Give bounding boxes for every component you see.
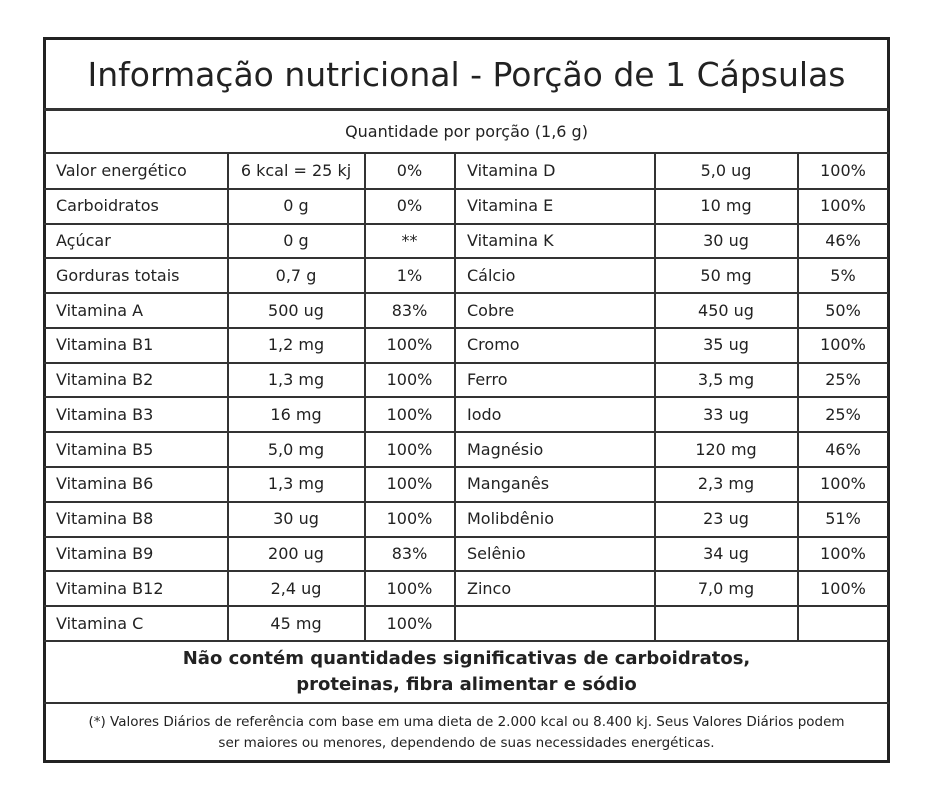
- cell: 100%: [365, 571, 456, 608]
- cell: 100%: [365, 432, 456, 469]
- cell: 5,0 mg: [228, 432, 366, 469]
- cell: 1,3 mg: [228, 362, 366, 399]
- cell: Molibdênio: [455, 501, 656, 538]
- cell: 34 ug: [655, 536, 799, 573]
- empty-cell: [655, 606, 799, 642]
- cell: 25%: [798, 363, 888, 399]
- cell: Vitamina B8: [44, 501, 229, 538]
- title: Informação nutricional - Porção de 1 Cáp…: [44, 40, 889, 111]
- cell: 2,3 mg: [655, 467, 799, 503]
- cell: 10 mg: [655, 188, 799, 225]
- cell: Vitamina D: [455, 154, 656, 190]
- cell: Valor energético: [44, 154, 229, 190]
- cell: Cromo: [455, 327, 656, 364]
- cell: 100%: [365, 327, 456, 364]
- cell: 6 kcal = 25 kj: [228, 154, 366, 190]
- cell: 1,3 mg: [228, 467, 366, 503]
- cell: 0,7 g: [228, 258, 366, 295]
- cell: 100%: [365, 501, 456, 538]
- cell: 16 mg: [228, 397, 366, 434]
- cell: 100%: [365, 397, 456, 434]
- serving: Quantidade por porção (1,6 g): [44, 111, 889, 154]
- cell: Vitamina C: [44, 606, 229, 642]
- cell: 46%: [798, 224, 888, 260]
- cell: 35 ug: [655, 327, 799, 364]
- cell: Vitamina B5: [44, 432, 229, 469]
- cell: 50 mg: [655, 258, 799, 295]
- cell: Zinco: [455, 571, 656, 608]
- note: Não contém quantidades significativas de…: [44, 641, 889, 704]
- cell: 25%: [798, 398, 888, 434]
- nutrition-table: [43, 37, 890, 763]
- cell: Gorduras totais: [44, 258, 229, 295]
- cell: Vitamina B12: [44, 571, 229, 608]
- footnote: (*) Valores Diários de referência com ba…: [88, 713, 845, 751]
- cell: 83%: [365, 536, 456, 573]
- cell: 100%: [798, 189, 888, 225]
- cell: 30 ug: [228, 501, 366, 538]
- cell: 2,4 ug: [228, 571, 366, 608]
- cell: **: [365, 223, 456, 260]
- cell: Vitamina A: [44, 293, 229, 329]
- cell: Vitamina K: [455, 223, 656, 260]
- cell: Vitamina B3: [44, 397, 229, 434]
- cell: 0 g: [228, 223, 366, 260]
- cell: 100%: [365, 606, 456, 642]
- cell: 1,2 mg: [228, 327, 366, 364]
- cell: 33 ug: [655, 397, 799, 434]
- cell: 46%: [798, 432, 888, 469]
- cell: 120 mg: [655, 432, 799, 469]
- empty-cell: [798, 606, 888, 642]
- cell: 0 g: [228, 188, 366, 225]
- cell: Vitamina B2: [44, 362, 229, 399]
- cell: 30 ug: [655, 223, 799, 260]
- cell: 5%: [798, 258, 888, 295]
- cell: Vitamina B6: [44, 467, 229, 503]
- empty-cell: [455, 606, 656, 642]
- cell: 83%: [365, 293, 456, 329]
- cell: 0%: [365, 188, 456, 225]
- cell: 3,5 mg: [655, 362, 799, 399]
- cell: Vitamina B9: [44, 536, 229, 573]
- cell: Ferro: [455, 362, 656, 399]
- cell: Carboidratos: [44, 188, 229, 225]
- cell: 500 ug: [228, 293, 366, 329]
- cell: 1%: [365, 258, 456, 295]
- cell: 450 ug: [655, 293, 799, 329]
- cell: 51%: [798, 502, 888, 538]
- cell: 100%: [365, 467, 456, 503]
- cell: Magnésio: [455, 432, 656, 469]
- cell: 100%: [798, 537, 888, 573]
- cell: Cálcio: [455, 258, 656, 295]
- cell: 100%: [365, 362, 456, 399]
- cell: 100%: [798, 571, 888, 608]
- cell: Vitamina B1: [44, 327, 229, 364]
- cell: 100%: [798, 467, 888, 503]
- cell: 7,0 mg: [655, 571, 799, 608]
- cell: 100%: [798, 328, 888, 364]
- cell: Manganês: [455, 467, 656, 503]
- cell: 50%: [798, 293, 888, 329]
- cell: 0%: [365, 154, 456, 190]
- cell: Cobre: [455, 293, 656, 329]
- cell: Iodo: [455, 397, 656, 434]
- cell: 45 mg: [228, 606, 366, 642]
- cell: 200 ug: [228, 536, 366, 573]
- cell: Açúcar: [44, 223, 229, 260]
- cell: 100%: [798, 154, 888, 190]
- cell: 5,0 ug: [655, 154, 799, 190]
- cell: Vitamina E: [455, 188, 656, 225]
- cell: 23 ug: [655, 501, 799, 538]
- cell: Selênio: [455, 536, 656, 573]
